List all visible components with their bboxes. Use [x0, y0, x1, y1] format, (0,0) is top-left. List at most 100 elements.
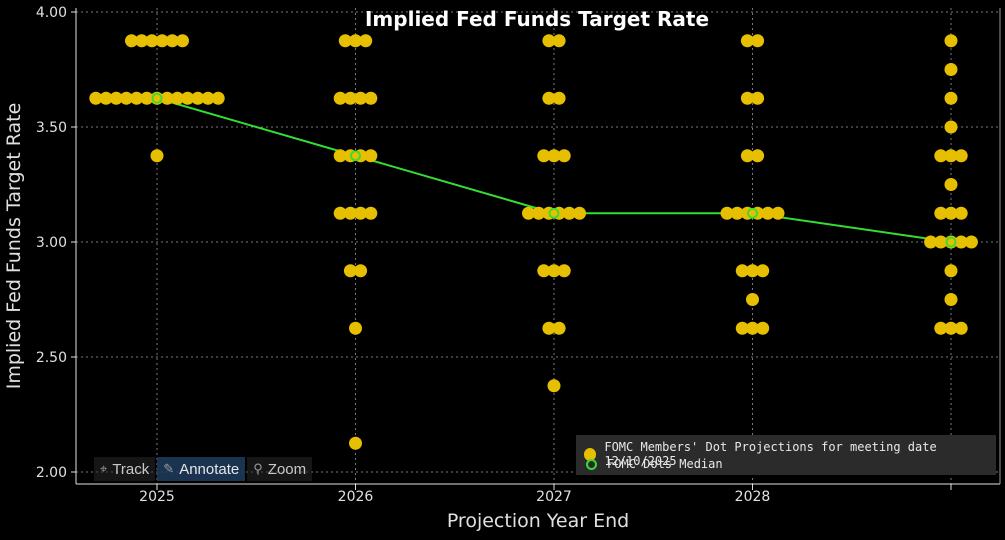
dot-projection — [338, 34, 352, 48]
chart-legend: FOMC Members' Dot Projections for meetin… — [576, 435, 996, 475]
dot-projection — [364, 91, 378, 105]
median-marker — [548, 207, 560, 219]
y-tick-label: 2.50 — [36, 350, 67, 366]
dot-projection — [740, 91, 754, 105]
track-button[interactable]: ⌖ Track — [94, 457, 156, 481]
median-markers — [151, 92, 957, 248]
dot-projection — [746, 264, 759, 278]
dot-projection — [547, 264, 561, 278]
dot-projection — [751, 34, 765, 48]
dot-projection — [125, 34, 138, 48]
dot-projection — [746, 321, 759, 335]
dot-projection — [720, 206, 734, 220]
y-tick-label: 2.00 — [36, 465, 67, 481]
x-tick-label: 2028 — [735, 489, 771, 505]
legend-label-median: FOMC Dots Median — [607, 457, 723, 471]
dot-projection — [211, 91, 225, 105]
dot-projection — [150, 149, 164, 163]
dot-projection — [333, 149, 347, 163]
dot-projection — [944, 91, 958, 105]
dot-projection — [181, 91, 195, 105]
dot-projection — [756, 321, 770, 335]
x-tick-label: 2025 — [139, 489, 175, 505]
dot-projection — [552, 34, 566, 48]
dot-projection — [354, 91, 368, 105]
dot-projection — [343, 91, 357, 105]
dot-projection — [130, 91, 144, 105]
dot-projection — [349, 321, 362, 335]
dot-projection — [145, 34, 159, 48]
dot-projection — [751, 91, 765, 105]
dot-projection — [176, 34, 189, 48]
dot-projection — [89, 91, 103, 105]
dot-projections-series — [89, 34, 978, 450]
dot-projection — [99, 91, 113, 105]
dot-projection — [562, 206, 576, 220]
dot-projection — [944, 206, 958, 220]
track-label: Track — [112, 460, 150, 478]
magnifier-icon: ⚲ — [253, 461, 263, 476]
dot-projection — [954, 206, 968, 220]
dot-projection — [542, 91, 556, 105]
x-tick-label: 2026 — [338, 489, 374, 505]
dot-projection — [547, 379, 561, 393]
dot-projection — [735, 264, 749, 278]
dot-projection — [944, 178, 958, 191]
dot-projection — [343, 206, 357, 220]
dot-projection — [155, 34, 169, 48]
dot-projection — [552, 321, 566, 335]
dot-projection — [349, 436, 362, 450]
legend-median-swatch — [586, 458, 597, 470]
chart-title: Implied Fed Funds Target Rate — [365, 7, 709, 31]
dot-projection — [333, 91, 347, 105]
dot-projection — [542, 34, 556, 48]
annotate-button[interactable]: ✎ Annotate — [157, 457, 246, 481]
legend-item-dots: FOMC Members' Dot Projections for meetin… — [584, 440, 996, 468]
median-marker — [151, 92, 163, 104]
dot-projection — [522, 206, 535, 220]
dot-projection — [944, 63, 958, 76]
zoom-button[interactable]: ⚲ Zoom — [247, 457, 313, 481]
dot-projection — [354, 206, 368, 220]
dot-projection — [542, 321, 556, 335]
dot-projection — [740, 149, 754, 163]
dot-projection — [119, 91, 133, 105]
dot-projection — [557, 264, 571, 278]
median-marker — [747, 207, 758, 219]
dot-projection — [343, 264, 357, 278]
dot-projection — [751, 149, 765, 163]
dot-projection — [730, 206, 744, 220]
dot-projection — [740, 34, 754, 48]
dot-projection — [364, 206, 378, 220]
x-tick-labels: 2025 2026 2027 2028 — [139, 484, 952, 505]
dot-projection — [944, 149, 958, 163]
gridlines — [76, 8, 1000, 484]
dot-projection — [552, 91, 566, 105]
legend-dot-swatch — [584, 447, 597, 461]
x-tick-label: 2027 — [536, 489, 572, 505]
dot-projection — [532, 206, 546, 220]
annotate-label: Annotate — [179, 460, 240, 478]
dot-projection — [165, 34, 179, 48]
dot-projection — [349, 34, 362, 48]
dot-projection — [934, 149, 948, 163]
chart-toolbar: ⌖ Track ✎ Annotate ⚲ Zoom — [94, 457, 313, 481]
legend-item-median: FOMC Dots Median — [584, 457, 723, 471]
dot-projection — [547, 149, 561, 163]
zoom-label: Zoom — [267, 460, 307, 478]
dot-projection — [954, 235, 968, 249]
y-tick-label: 3.00 — [36, 235, 67, 251]
dot-projection — [140, 91, 154, 105]
legend-label-dots: FOMC Members' Dot Projections for meetin… — [604, 440, 937, 468]
y-axis-label: Implied Fed Funds Target Rate — [3, 103, 25, 390]
dot-projection — [944, 321, 958, 335]
pencil-icon: ✎ — [163, 461, 175, 476]
dot-projection — [761, 206, 775, 220]
dot-projection — [537, 264, 551, 278]
y-tick-label: 3.50 — [36, 120, 67, 136]
dot-projection — [924, 235, 938, 249]
y-tick-label: 4.00 — [36, 5, 67, 21]
median-marker — [350, 150, 361, 162]
dot-projection — [170, 91, 184, 105]
dot-projection — [333, 206, 347, 220]
